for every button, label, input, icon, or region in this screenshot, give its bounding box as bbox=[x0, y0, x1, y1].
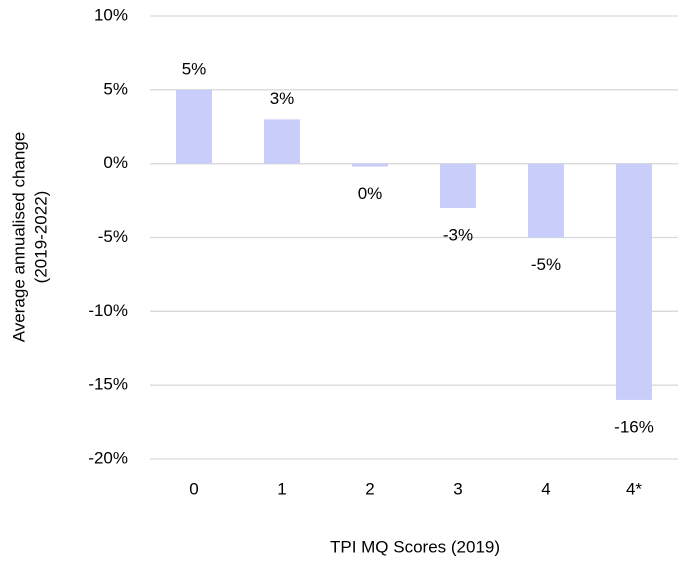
x-tick-label: 3 bbox=[453, 479, 462, 498]
y-tick-label: -15% bbox=[88, 375, 128, 394]
y-tick-label: 5% bbox=[103, 79, 128, 98]
bar bbox=[264, 119, 300, 164]
data-label: 3% bbox=[270, 89, 295, 108]
y-tick-label: -20% bbox=[88, 448, 128, 467]
y-tick-label: 0% bbox=[103, 153, 128, 172]
bar bbox=[352, 163, 388, 167]
data-label: 0% bbox=[358, 184, 383, 203]
data-label: -3% bbox=[443, 225, 473, 244]
x-tick-label: 4 bbox=[541, 479, 550, 498]
bar bbox=[176, 89, 212, 164]
bar bbox=[616, 163, 652, 400]
x-tick-label: 1 bbox=[277, 479, 286, 498]
y-axis-title: (2019-2022) bbox=[31, 191, 50, 284]
data-label: -16% bbox=[614, 417, 654, 436]
x-tick-label: 4* bbox=[626, 479, 642, 498]
data-label: -5% bbox=[531, 255, 561, 274]
x-axis-title: TPI MQ Scores (2019) bbox=[330, 537, 500, 556]
y-axis-title: Average annualised change bbox=[9, 132, 28, 342]
data-label: 5% bbox=[182, 59, 207, 78]
x-tick-label: 2 bbox=[365, 479, 374, 498]
bar bbox=[440, 163, 476, 208]
y-tick-label: 10% bbox=[94, 5, 128, 24]
x-tick-label: 0 bbox=[189, 479, 198, 498]
bar bbox=[528, 163, 564, 238]
y-tick-label: -10% bbox=[88, 301, 128, 320]
y-tick-label: -5% bbox=[98, 227, 128, 246]
